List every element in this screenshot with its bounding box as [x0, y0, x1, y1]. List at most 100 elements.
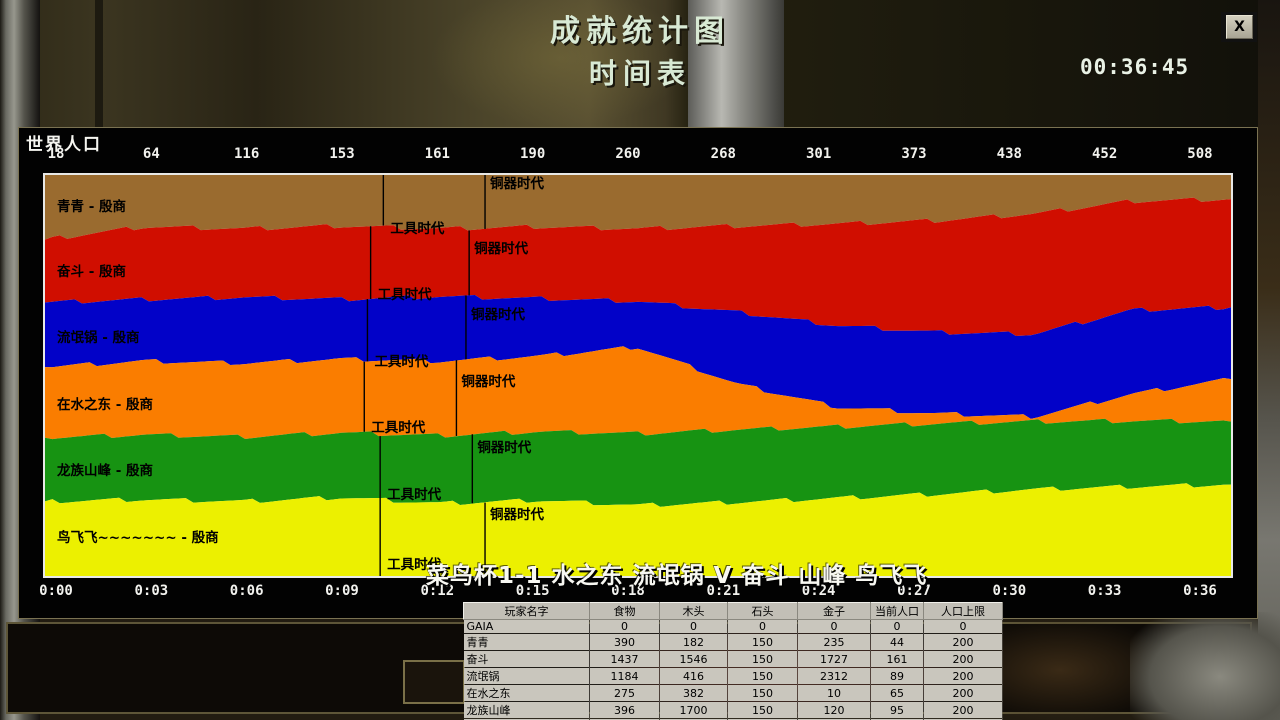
match-caption: 菜鸟杯1-1 水之东 流氓锅 V 奋斗 山峰 鸟飞飞 — [426, 563, 928, 589]
resource-value-cell: 0 — [727, 619, 798, 634]
resource-value-cell: 200 — [923, 701, 1003, 719]
population-tick: 153 — [329, 146, 355, 162]
time-tick: 0:21 — [706, 583, 741, 599]
player-name-cell: 龙族山峰 — [463, 701, 590, 719]
resource-value-cell: 10 — [797, 684, 871, 702]
resource-value-cell: 0 — [797, 619, 871, 634]
resource-value-cell: 200 — [923, 684, 1003, 702]
tool-age-label: 工具时代 — [378, 286, 432, 303]
population-tick: 64 — [142, 146, 160, 162]
player-name-cell: 青青 — [463, 633, 590, 651]
table-row: 奋斗 1437 1546 150 1727 161 200 — [463, 650, 1003, 668]
resource-value-cell: 150 — [727, 718, 798, 720]
background-pillar — [688, 0, 784, 128]
table-row: 龙族山峰 396 1700 150 120 95 200 — [463, 701, 1003, 719]
resource-value-cell: 150 — [727, 684, 798, 702]
resource-value-cell: 17 — [659, 718, 728, 720]
band-label: 在水之东 - 殷商 — [57, 396, 153, 413]
band-label: 流氓锅 - 殷商 — [57, 329, 140, 346]
population-tick: 268 — [710, 146, 736, 162]
population-tick: 508 — [1187, 146, 1213, 162]
resource-value-cell: 89 — [870, 667, 924, 685]
table-column-header: 食物 — [589, 602, 660, 620]
timeline-chart: 青青 - 殷商 工具时代 铜器时代 奋斗 - 殷商 工具时代 铜器时代 流氓锅 - 殷商 工具… — [43, 173, 1233, 578]
background-column-edge — [95, 0, 103, 128]
resource-value-cell: 200 — [923, 718, 1003, 720]
chart-band-0 — [45, 175, 1231, 240]
population-tick: 190 — [519, 146, 546, 162]
population-tick: 18 — [47, 146, 65, 162]
bronze-age-label: 铜器时代 — [471, 306, 525, 323]
table-row: 青青 390 182 150 235 44 200 — [463, 633, 1003, 651]
bottom-accent-box — [403, 660, 465, 704]
time-tick: 0:18 — [611, 583, 645, 599]
close-button[interactable]: X — [1226, 15, 1253, 39]
population-tick: 161 — [424, 146, 450, 162]
game-timer: 00:36:45 — [1080, 55, 1190, 79]
resource-value-cell: 0 — [589, 619, 660, 634]
player-name-cell: 流氓锅 — [463, 667, 590, 685]
background-statue — [1130, 612, 1280, 720]
page-title: 成就统计图 — [550, 14, 730, 49]
time-tick: 0:15 — [515, 583, 550, 599]
bronze-age-label: 铜器时代 — [461, 373, 515, 390]
resource-value-cell: 200 — [923, 633, 1003, 651]
table-column-header: 当前人口 — [870, 602, 924, 620]
resource-value-cell: 150 — [727, 633, 798, 651]
resource-value-cell: 65 — [870, 684, 924, 702]
band-label: 奋斗 - 殷商 — [56, 263, 126, 280]
population-tick: 452 — [1091, 146, 1118, 162]
chart-band-5 — [45, 483, 1231, 576]
tool-age-label: 工具时代 — [371, 419, 425, 436]
time-tick: 0:09 — [325, 583, 359, 599]
background-right-edge — [1258, 0, 1280, 720]
table-row: 鸟飞飞~~~~~~~703171505541200 — [463, 718, 1003, 720]
resource-value-cell: 200 — [923, 650, 1003, 668]
time-tick: 0:36 — [1183, 583, 1217, 599]
resource-value-cell: 703 — [589, 718, 660, 720]
resource-value-cell: 200 — [923, 667, 1003, 685]
time-tick: 0:03 — [134, 583, 169, 599]
background-glow — [430, 0, 690, 128]
bronze-age-label: 铜器时代 — [477, 439, 531, 456]
resource-value-cell: 150 — [727, 667, 798, 685]
resource-value-cell: 0 — [923, 619, 1003, 634]
resource-value-cell: 44 — [870, 633, 924, 651]
chart-band-4 — [45, 418, 1231, 507]
resource-value-cell: 1437 — [589, 650, 660, 668]
resource-value-cell: 182 — [659, 633, 728, 651]
band-label: 鸟飞飞~~~~~~~ - 殷商 — [57, 529, 219, 546]
bronze-age-label: 铜器时代 — [490, 506, 544, 523]
chart-band-3 — [45, 346, 1231, 440]
time-tick: 0:00 — [39, 583, 73, 599]
resource-value-cell: 2312 — [797, 667, 871, 685]
tool-age-label: 工具时代 — [387, 486, 441, 503]
table-column-header: 木头 — [659, 602, 728, 620]
resource-value-cell: 1184 — [589, 667, 660, 685]
resource-value-cell: 382 — [659, 684, 728, 702]
resource-value-cell: 396 — [589, 701, 660, 719]
table-header-row: 玩家名字 食物 木头 石头 金子 当前人口 人口上限 — [463, 602, 1003, 620]
resource-value-cell: 150 — [727, 701, 798, 719]
table-column-header: 玩家名字 — [463, 602, 590, 620]
time-tick: 0:33 — [1087, 583, 1122, 599]
world-population-label: 世界人口 — [26, 135, 102, 155]
resource-table: 玩家名字 食物 木头 石头 金子 当前人口 人口上限 GAIA 0 0 0 0 0 0 青青 390 182 15… — [463, 602, 1003, 720]
population-tick: 260 — [615, 146, 641, 162]
time-tick: 0:06 — [229, 583, 264, 599]
table-row: GAIA 0 0 0 0 0 0 — [463, 619, 1003, 634]
bronze-age-label: 铜器时代 — [474, 240, 528, 257]
chart-band-2 — [45, 295, 1231, 419]
resource-value-cell: 416 — [659, 667, 728, 685]
player-name-cell: 奋斗 — [463, 650, 590, 668]
bronze-age-label: 铜器时代 — [490, 175, 544, 192]
player-name-cell: 在水之东 — [463, 684, 590, 702]
time-tick: 0:24 — [801, 583, 836, 599]
resource-value-cell: 235 — [797, 633, 871, 651]
background-texture-top — [0, 0, 1280, 128]
time-tick: 0:12 — [420, 583, 455, 599]
tool-age-label: 工具时代 — [387, 556, 441, 573]
chart-band-1 — [45, 197, 1231, 336]
